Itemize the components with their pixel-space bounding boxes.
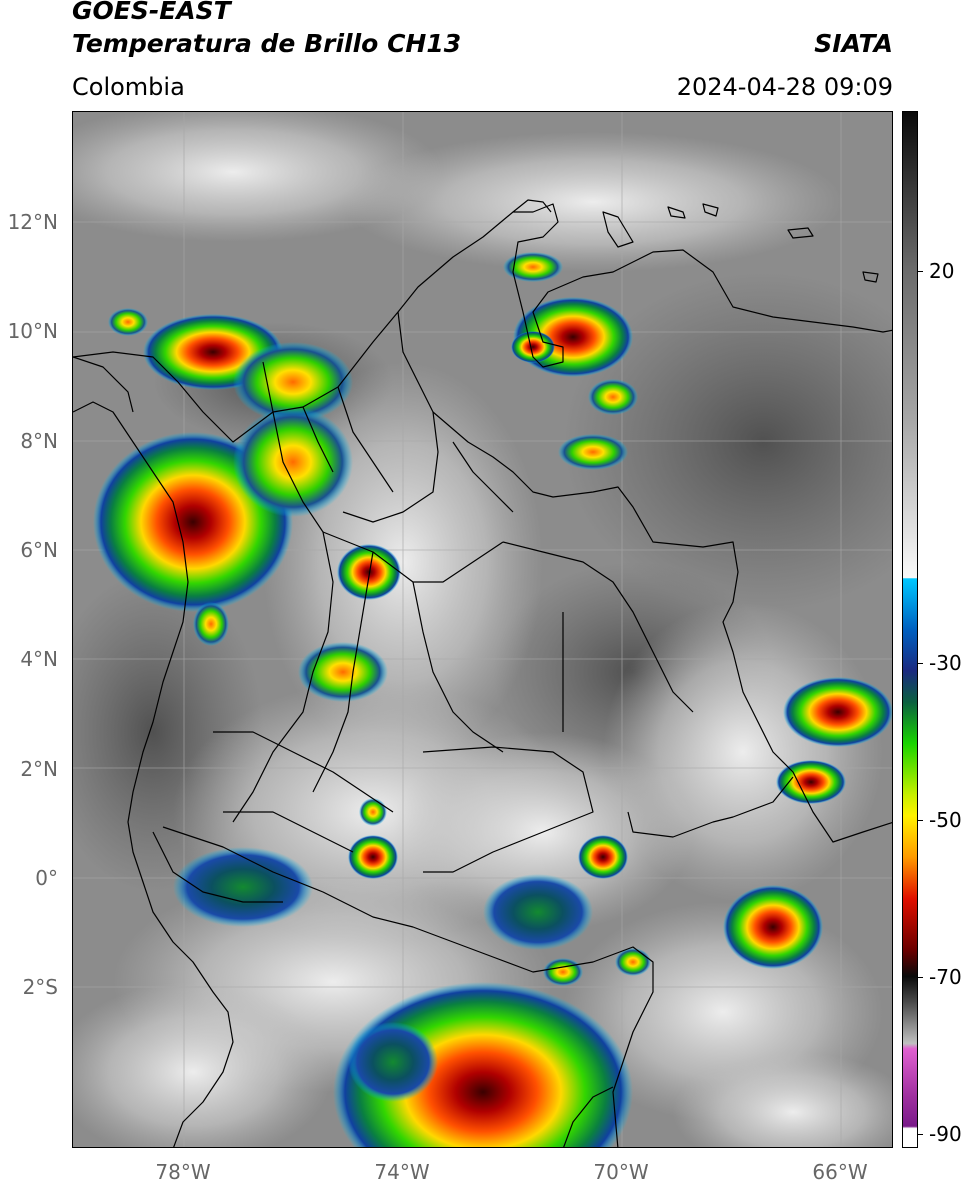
colorbar-tick — [917, 820, 923, 821]
colorbar-label: -90 — [929, 1122, 962, 1146]
product-title: GOES-EAST — [72, 0, 231, 25]
lat-tick: 0° — [35, 866, 58, 890]
colorbar-label: -30 — [929, 651, 962, 675]
colorbar-label: -50 — [929, 808, 962, 832]
lat-tick: 2°N — [20, 757, 58, 781]
colorbar-label: 20 — [929, 259, 955, 283]
lon-tick: 66°W — [812, 1160, 868, 1184]
lat-tick: 4°N — [20, 647, 58, 671]
satellite-imagery — [73, 112, 892, 1147]
lat-tick: 10°N — [7, 319, 58, 343]
region-label: Colombia — [72, 73, 185, 101]
colorbar-tick — [917, 977, 923, 978]
product-subtitle: Temperatura de Brillo CH13 — [72, 29, 462, 58]
lat-tick: 12°N — [7, 210, 58, 234]
colorbar-tick — [917, 271, 923, 272]
colorbar-tick — [917, 1134, 923, 1135]
lon-tick: 70°W — [593, 1160, 649, 1184]
colorbar-tick — [917, 663, 923, 664]
satellite-map[interactable] — [72, 111, 893, 1148]
lat-tick: 8°N — [20, 429, 58, 453]
lat-tick: 2°S — [22, 975, 58, 999]
brand-label: SIATA — [814, 29, 893, 58]
colorbar — [902, 111, 918, 1148]
colorbar-gradient — [903, 112, 917, 1147]
timestamp-label: 2024-04-28 09:09 — [676, 73, 893, 101]
lat-tick: 6°N — [20, 538, 58, 562]
lon-tick: 74°W — [374, 1160, 430, 1184]
lon-tick: 78°W — [155, 1160, 211, 1184]
colorbar-label: -70 — [929, 965, 962, 989]
